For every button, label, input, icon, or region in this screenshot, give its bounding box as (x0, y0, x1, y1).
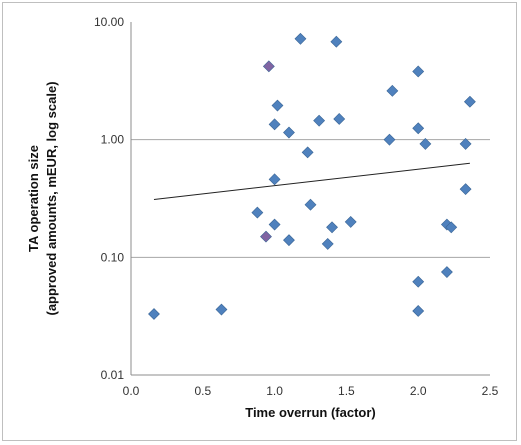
data-point (268, 173, 281, 186)
data-point (260, 230, 272, 243)
data-point (459, 138, 472, 150)
data-point (283, 126, 295, 139)
data-point (271, 99, 284, 112)
chart-frame (2, 2, 517, 441)
x-tick-label: 1.5 (338, 384, 355, 398)
data-point (383, 133, 396, 146)
y-tick-label: 10.00 (94, 15, 124, 29)
data-point (344, 215, 357, 228)
y-tick-label: 0.01 (101, 368, 125, 382)
x-tick-labels: 0.0 0.5 1.0 1.5 2.0 2.5 (123, 384, 499, 398)
trendline (153, 162, 470, 201)
data-points (148, 32, 476, 320)
data-point (412, 275, 425, 288)
data-point (326, 221, 338, 234)
data-point (148, 308, 160, 320)
x-tick-label: 0.5 (194, 384, 211, 398)
y-tick-label: 0.10 (101, 250, 125, 264)
gridlines (131, 139, 490, 258)
trendline-layer (153, 162, 470, 201)
data-point (386, 84, 399, 97)
data-point (301, 146, 314, 159)
data-point (215, 303, 228, 316)
data-point (268, 118, 281, 131)
data-point (440, 266, 453, 278)
x-tick-label: 2.0 (410, 384, 427, 398)
x-axis-title: Time overrun (factor) (245, 405, 376, 420)
data-point (304, 198, 317, 211)
data-point (463, 95, 476, 108)
data-point (445, 221, 458, 234)
data-point (268, 218, 281, 231)
data-point (251, 206, 264, 219)
data-point (412, 122, 425, 135)
data-point (294, 32, 307, 45)
data-point (321, 238, 334, 250)
y-tick-label: 1.00 (101, 133, 125, 147)
x-tick-label: 2.5 (482, 384, 499, 398)
y-tick-labels: 10.00 1.00 0.10 0.01 (94, 15, 124, 382)
data-point (283, 234, 295, 247)
data-point (313, 114, 326, 127)
data-point (419, 138, 432, 150)
axes (130, 22, 490, 376)
data-point (412, 65, 425, 78)
y-axis-title-line1: TA operation size (26, 145, 41, 252)
data-point (262, 60, 275, 73)
data-point (330, 35, 343, 48)
data-point (333, 113, 346, 125)
y-axis-title-line2: (approved amounts, mEUR, log scale) (44, 81, 59, 315)
x-tick-label: 1.0 (266, 384, 283, 398)
x-tick-label: 0.0 (123, 384, 140, 398)
data-point (412, 305, 425, 317)
data-point (459, 183, 472, 196)
